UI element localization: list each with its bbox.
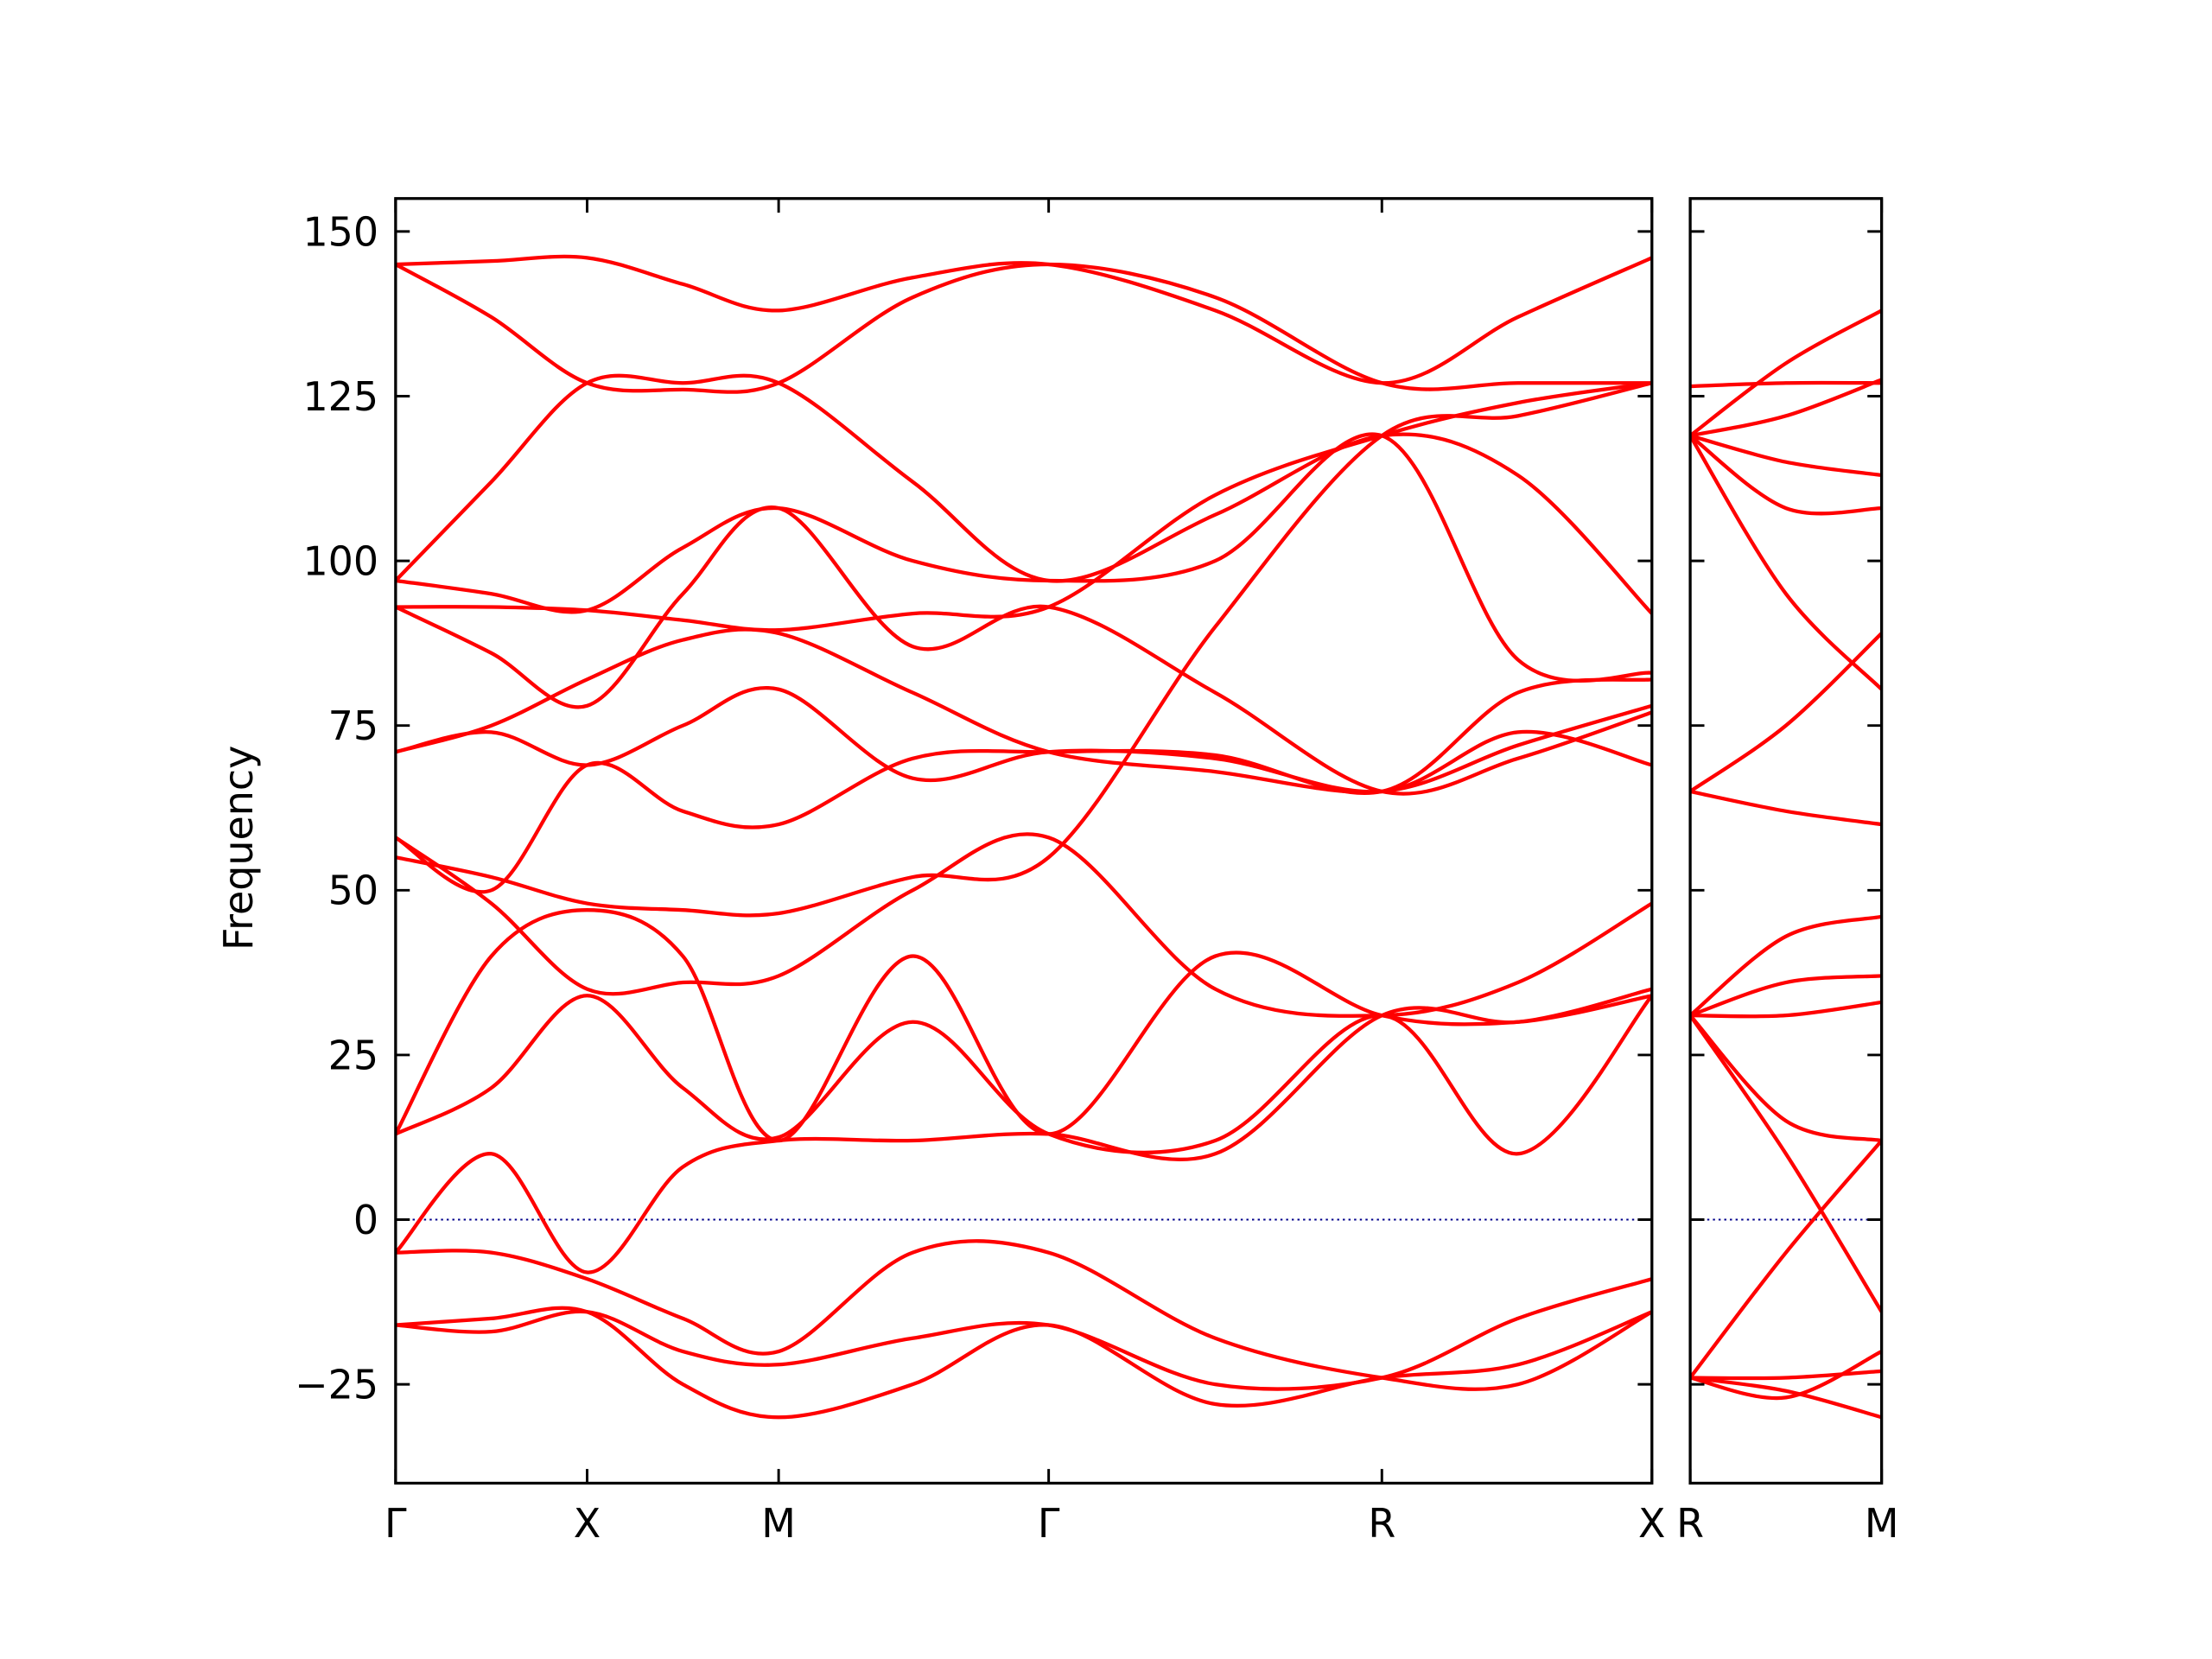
y-tick-label: 150 — [302, 208, 378, 255]
y-tick-label: 75 — [328, 702, 378, 749]
y-tick-label: 100 — [302, 537, 378, 584]
band-line — [1690, 378, 1882, 438]
band-line — [1690, 1000, 1882, 1019]
y-tick-label: −25 — [295, 1362, 378, 1408]
x-tick-label: R — [1676, 1500, 1704, 1547]
band-line — [1690, 1014, 1882, 1143]
band-line — [1690, 380, 1882, 389]
y-axis-label: Frequency — [215, 746, 262, 950]
band-line — [1690, 914, 1882, 1017]
band-line — [395, 987, 1652, 1274]
band-line — [1690, 974, 1882, 1018]
plot-frame — [394, 197, 1654, 1485]
band-line — [395, 677, 1652, 894]
band-line — [395, 381, 1652, 918]
band-line — [395, 686, 1652, 794]
band-line — [1690, 1369, 1882, 1381]
band-line — [395, 254, 1652, 385]
band-line — [395, 1239, 1652, 1391]
y-tick-label: 50 — [328, 868, 378, 914]
band-line — [395, 832, 1652, 1018]
band-line — [395, 1306, 1652, 1420]
band-line — [395, 994, 1652, 1156]
band-line — [1690, 308, 1882, 437]
band-line — [395, 373, 1652, 615]
x-tick-label: X — [574, 1500, 601, 1547]
x-tick-label: M — [761, 1500, 796, 1547]
band-line — [395, 262, 1652, 394]
band-line — [395, 505, 1652, 796]
band-line — [1690, 434, 1882, 516]
band-line — [395, 432, 1652, 683]
x-tick-label: X — [1638, 1500, 1665, 1547]
band-line — [1690, 434, 1882, 478]
band-line — [1690, 789, 1882, 827]
band-line — [395, 627, 1652, 794]
band-line — [1690, 1139, 1882, 1379]
x-tick-label: Γ — [1038, 1500, 1060, 1547]
y-tick-label: 0 — [353, 1197, 378, 1243]
plot-frame — [1688, 197, 1884, 1485]
y-tick-label: 25 — [328, 1032, 378, 1078]
y-tick-label: 125 — [302, 373, 378, 420]
band-line — [395, 381, 1652, 632]
band-line — [1690, 1376, 1882, 1420]
band-line — [1690, 1014, 1882, 1313]
x-tick-label: M — [1865, 1500, 1899, 1547]
x-tick-label: Γ — [385, 1500, 407, 1547]
band-line — [1690, 435, 1882, 691]
band-line — [1690, 632, 1882, 793]
x-tick-label: R — [1368, 1500, 1395, 1547]
band-line — [1690, 1350, 1882, 1401]
